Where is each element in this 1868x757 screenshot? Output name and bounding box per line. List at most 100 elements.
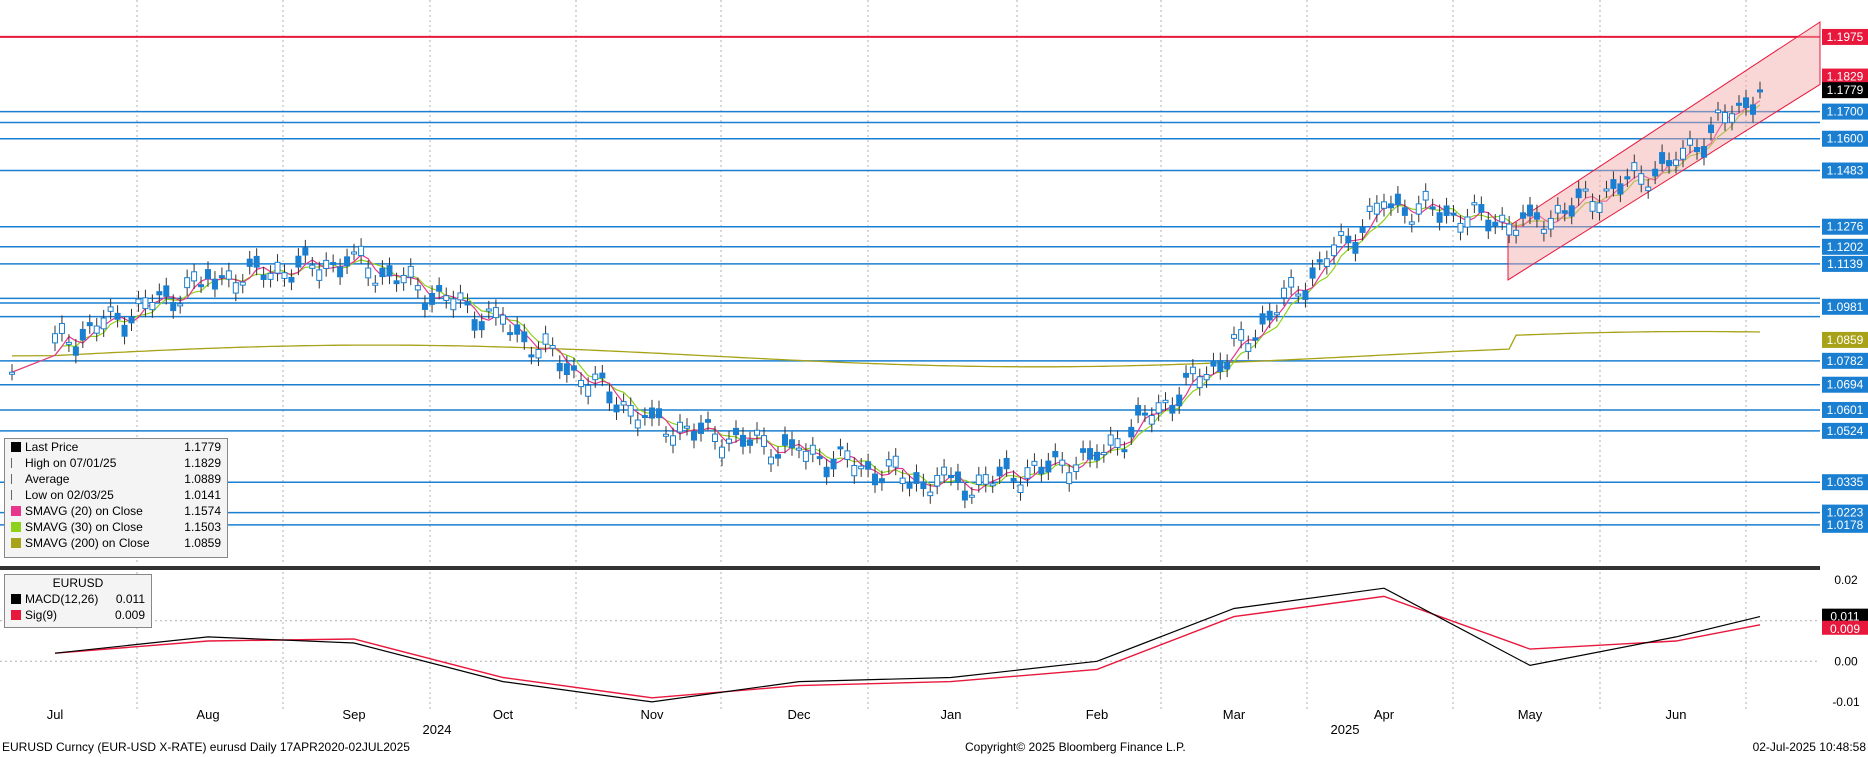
candle-body	[851, 464, 858, 477]
candle-body	[878, 478, 885, 484]
candle-body	[1645, 186, 1652, 192]
candle-body	[989, 483, 996, 487]
price-tag: 1.0601	[1822, 401, 1868, 418]
candle-body	[1189, 366, 1196, 375]
candle-body	[443, 295, 450, 301]
candle-body	[1295, 293, 1302, 297]
candle-body	[260, 274, 267, 280]
candle-body	[1436, 212, 1443, 223]
price-tag: 1.0223	[1822, 504, 1868, 521]
legend-name: SMAVG (30) on Close	[25, 520, 143, 534]
candle-body	[656, 408, 662, 419]
candle-body	[1114, 438, 1121, 448]
candle-body	[121, 324, 128, 337]
macd-tag-label: 0.009	[1830, 622, 1860, 636]
candle-body	[170, 301, 177, 312]
candle-body	[599, 372, 606, 379]
candle-body	[733, 427, 739, 436]
candle-body	[941, 466, 948, 476]
candle-body	[1582, 188, 1589, 192]
candle-body	[1450, 212, 1457, 216]
candle-body	[606, 391, 613, 404]
price-tag-bg	[1822, 28, 1868, 45]
x-month-label: Jul	[47, 707, 64, 722]
macd-legend-title: EURUSD	[52, 576, 104, 590]
legend-value: 1.1779	[184, 440, 221, 454]
candle-body	[1513, 229, 1520, 236]
candle-body	[872, 473, 878, 486]
candle-body	[556, 362, 563, 372]
price-tag-label: 1.0694	[1827, 378, 1864, 392]
candle-body	[1701, 146, 1707, 158]
candle-body	[1338, 231, 1345, 236]
candle-body	[485, 308, 492, 312]
candle-body	[114, 312, 121, 320]
price-tag-bg	[1822, 68, 1868, 85]
candle-body	[1073, 464, 1080, 473]
candle-body	[1387, 203, 1394, 209]
candle-body	[1617, 183, 1624, 195]
candle-body	[184, 277, 191, 289]
legend-swatch	[11, 490, 21, 500]
macd-signal-line	[54, 595, 1761, 699]
candle-body	[471, 319, 478, 331]
candle-body	[913, 472, 920, 484]
candle-body	[585, 384, 592, 397]
x-year-label: 2025	[1331, 722, 1360, 737]
price-tag: 1.1139	[1822, 255, 1868, 272]
candle-body	[211, 278, 218, 290]
price-tag: 1.0524	[1822, 422, 1868, 439]
price-tag: 1.0694	[1822, 376, 1868, 393]
price-tag: 1.1779	[1822, 82, 1868, 99]
candle-body	[246, 258, 253, 267]
candle-body	[107, 306, 114, 312]
candle-body	[457, 292, 464, 301]
candle-body	[975, 474, 982, 485]
candle-body	[1722, 111, 1728, 124]
price-tag-bg	[1822, 474, 1868, 491]
candle-body	[393, 280, 400, 285]
candle-body	[58, 323, 65, 334]
candle-body	[1547, 217, 1554, 230]
candle-body	[1281, 287, 1287, 299]
price-tag-bg	[1822, 376, 1868, 393]
legend-value: 1.1503	[184, 520, 221, 534]
candle-body	[302, 247, 309, 256]
candle-body	[719, 446, 725, 459]
price-tag: 1.1276	[1822, 218, 1868, 235]
candle-body	[407, 265, 414, 278]
candle-body	[1422, 190, 1429, 201]
candle-body	[1394, 193, 1401, 206]
candle-body	[1478, 204, 1485, 213]
price-tag: 1.0178	[1822, 516, 1868, 533]
price-tag-label: 1.0859	[1827, 333, 1864, 347]
price-tag-label: 1.1700	[1827, 105, 1864, 119]
candle-body	[450, 298, 457, 311]
candle-body	[344, 256, 351, 267]
candle-body	[1575, 188, 1582, 199]
candle-body	[316, 269, 323, 281]
x-month-label: Mar	[1223, 707, 1246, 722]
candle-body	[844, 450, 851, 460]
x-month-label: Jan	[941, 707, 962, 722]
candle-body	[372, 282, 379, 286]
legend-value: 1.0141	[184, 488, 221, 502]
legend-name: High on 07/01/25	[25, 456, 117, 470]
candle-body	[1401, 207, 1408, 216]
macd-name: MACD(12,26)	[25, 592, 99, 606]
smavg30-line	[11, 104, 1761, 488]
candle-body	[100, 317, 107, 330]
candle-body	[79, 328, 86, 341]
candle-body	[492, 307, 499, 319]
x-month-label: Feb	[1086, 707, 1108, 722]
candle-body	[379, 267, 386, 278]
candle-body	[740, 434, 746, 447]
x-month-label: Sep	[342, 707, 365, 722]
price-tag: 1.0782	[1822, 352, 1868, 369]
candle-body	[1603, 188, 1610, 192]
x-month-label: Apr	[1374, 707, 1395, 722]
candle-body	[948, 474, 954, 479]
legend-value: 1.0859	[184, 536, 221, 550]
price-tag-bg	[1822, 218, 1868, 235]
